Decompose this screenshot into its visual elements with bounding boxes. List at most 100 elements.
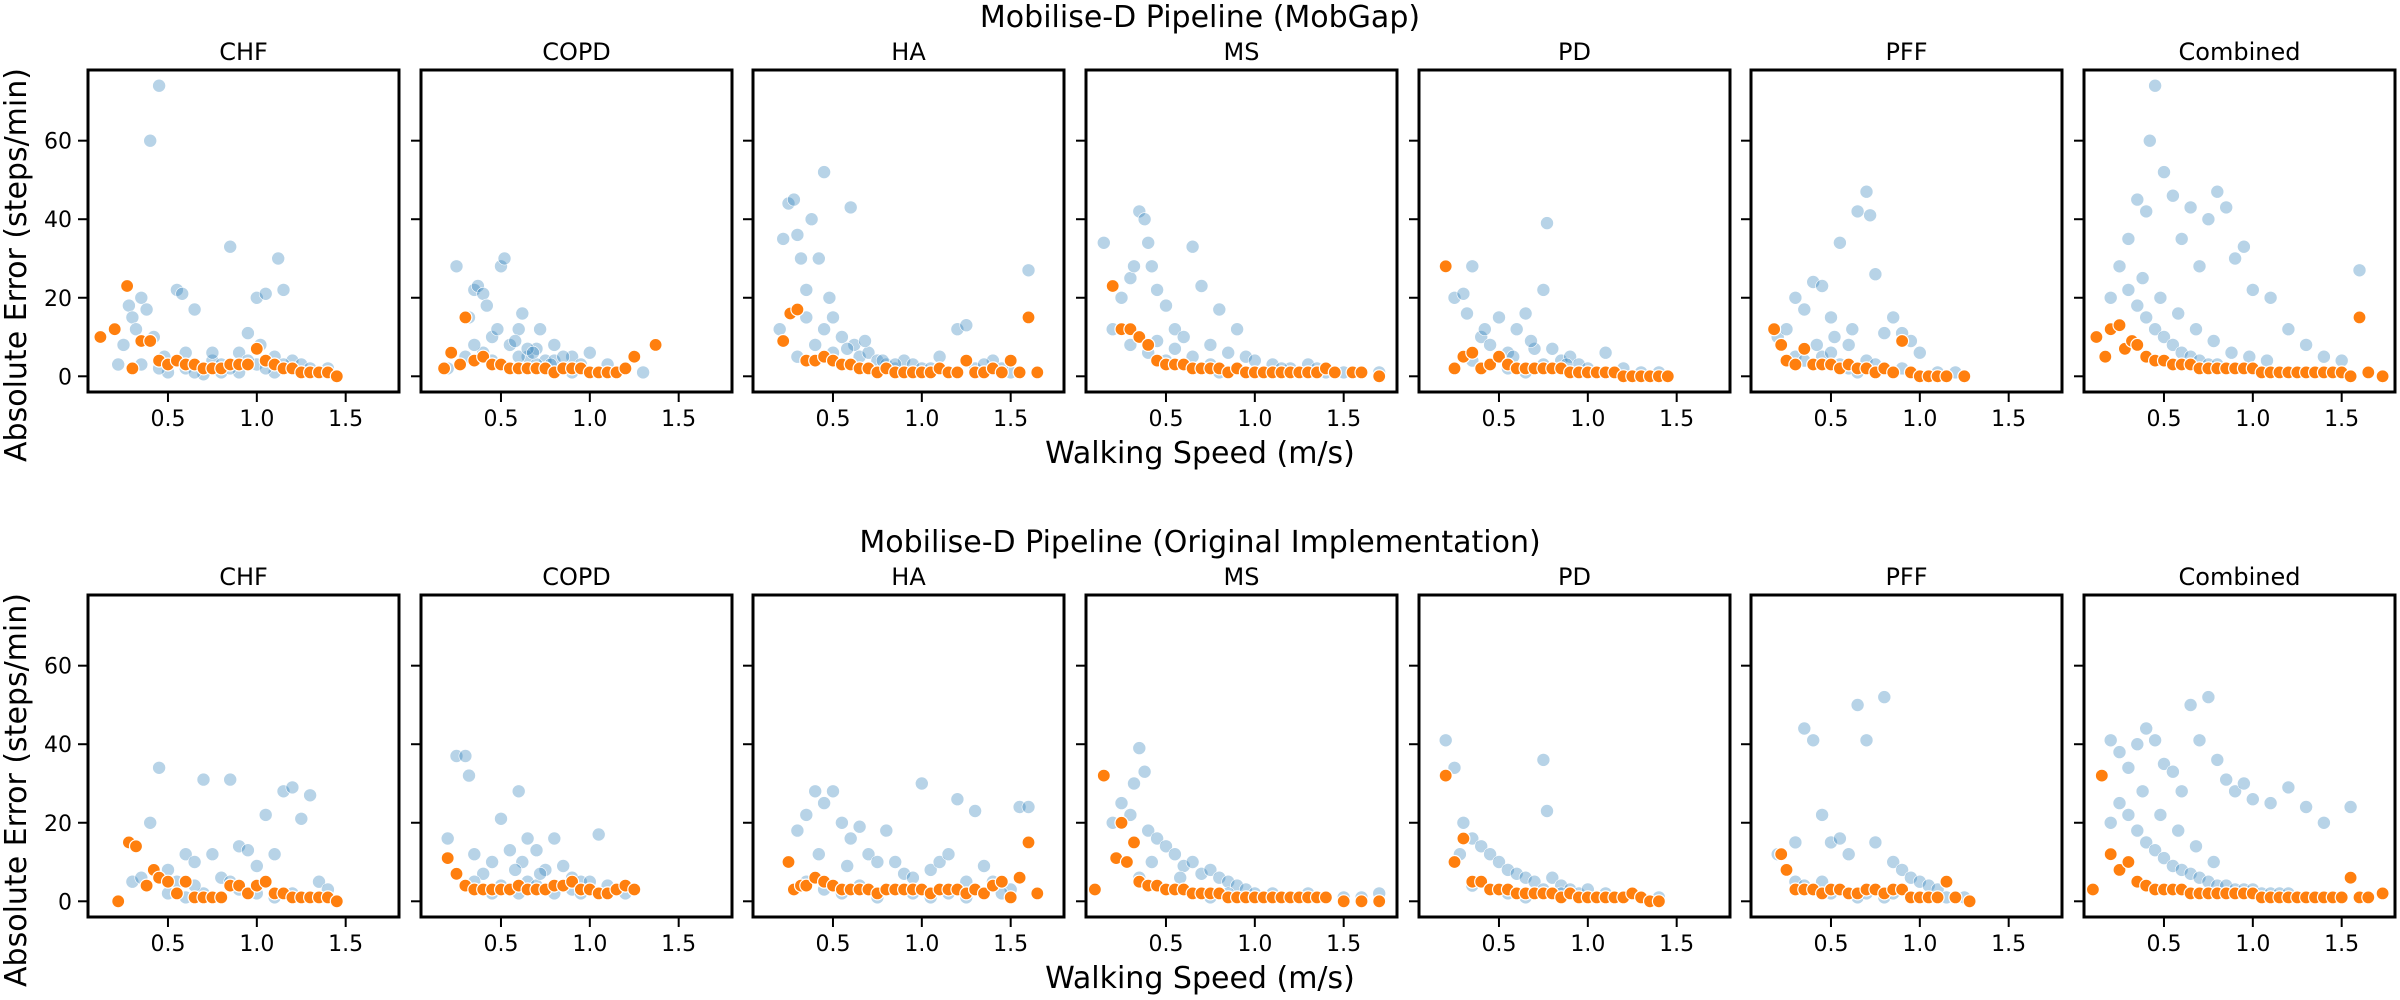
x-tick-label: 1.0 xyxy=(2235,932,2270,957)
scatter-points xyxy=(1097,204,1387,384)
scatter-point xyxy=(1536,753,1551,767)
scatter-point xyxy=(932,349,947,364)
scatter-point xyxy=(1545,341,1560,356)
scatter-point xyxy=(1141,236,1155,250)
scatter-points xyxy=(772,165,1045,380)
scatter-point xyxy=(2103,733,2118,748)
scatter-points xyxy=(2089,78,2390,384)
scatter-point xyxy=(941,847,956,862)
scatter-point xyxy=(1203,338,1218,352)
axes-frame xyxy=(1417,68,1732,394)
median-point xyxy=(1447,361,1462,376)
scatter-point xyxy=(2299,800,2313,814)
scatter-point xyxy=(799,808,814,822)
scatter-point xyxy=(205,847,220,862)
x-tick-label: 0.5 xyxy=(815,407,850,432)
scatter-point xyxy=(977,859,991,873)
median-point xyxy=(2098,349,2113,364)
scatter-point xyxy=(847,338,862,352)
scatter-point xyxy=(1527,341,1542,356)
median-point xyxy=(1114,815,1129,830)
scatter-point xyxy=(2135,271,2150,285)
scatter-point xyxy=(932,855,947,869)
scatter-point xyxy=(258,808,273,822)
median-point xyxy=(1788,357,1803,372)
scatter-point xyxy=(2157,757,2171,771)
median-point xyxy=(444,345,459,360)
scatter-point xyxy=(2237,776,2251,791)
scatter-point xyxy=(467,283,482,297)
scatter-point xyxy=(249,290,264,305)
median-point xyxy=(2121,854,2136,870)
median-point xyxy=(178,874,193,889)
median-point xyxy=(128,839,144,854)
axes-frame xyxy=(1749,593,2064,919)
scatter-point xyxy=(476,286,491,301)
y-tick-label: 0 xyxy=(58,365,72,390)
scatter-point xyxy=(1127,259,1141,274)
median-point xyxy=(232,878,247,893)
y-tick-label: 40 xyxy=(44,733,72,758)
scatter-point xyxy=(2121,232,2136,246)
scatter-point xyxy=(1492,310,1506,325)
scatter-point xyxy=(223,239,237,254)
scatter-point xyxy=(143,815,157,830)
scatter-point xyxy=(2139,835,2153,850)
median-point xyxy=(1894,333,1910,349)
scatter-point xyxy=(1850,204,1865,219)
scatter-point xyxy=(2103,290,2118,305)
scatter-point xyxy=(799,310,814,325)
panel-title: Combined xyxy=(2179,38,2301,66)
scatter-point xyxy=(2148,78,2162,93)
scatter-point xyxy=(485,855,499,869)
x-tick-label: 1.0 xyxy=(1237,932,1272,957)
scatter-point xyxy=(1824,345,1838,360)
scatter-points xyxy=(1438,216,1675,384)
scatter-point xyxy=(214,870,229,885)
scatter-point xyxy=(187,855,202,869)
scatter-point xyxy=(2166,188,2180,203)
x-tick-label: 0.5 xyxy=(1813,407,1848,432)
scatter-point xyxy=(223,772,237,787)
scatter-point xyxy=(1536,283,1551,297)
scatter-point xyxy=(1824,310,1838,325)
scatter-point xyxy=(2174,784,2189,799)
x-tick-label: 1.5 xyxy=(1991,932,2026,957)
scatter-points xyxy=(2085,690,2390,905)
axes-frame xyxy=(751,68,1066,394)
panel-title: HA xyxy=(891,563,926,591)
scatter-point xyxy=(1598,345,1613,360)
scatter-point xyxy=(1194,279,1209,293)
scatter-point xyxy=(2219,772,2233,787)
scatter-points xyxy=(111,760,344,909)
scatter-points xyxy=(93,78,344,384)
median-point xyxy=(994,874,1009,889)
panels-group: CHF 0.5 1.0 1.5 0 20 40 60 COPD 0.5 1.0 1.5 HA 0.5 1.0… xyxy=(44,38,2397,957)
median-point xyxy=(119,278,135,294)
scatter-point xyxy=(175,286,189,301)
scatter-point xyxy=(2143,133,2157,148)
scatter-point xyxy=(556,349,571,364)
median-point xyxy=(1491,349,1507,364)
median-point xyxy=(1012,870,1027,885)
x-tick-label: 0.5 xyxy=(1148,932,1183,957)
scatter-point xyxy=(2139,310,2153,325)
axes-frame xyxy=(751,593,1066,919)
scatter-point xyxy=(2263,796,2278,810)
scatter-point xyxy=(1239,349,1253,364)
scatter-point xyxy=(2174,863,2189,877)
scatter-point xyxy=(1841,847,1856,862)
scatter-point xyxy=(1850,698,1865,712)
scatter-point xyxy=(440,831,455,846)
scatter-point xyxy=(533,322,547,337)
scatter-point xyxy=(2281,780,2296,795)
x-tick-label: 1.5 xyxy=(1326,407,1361,432)
x-tick-label: 0.5 xyxy=(815,932,850,957)
panel-mobgap-combined: Combined 0.5 1.0 1.5 xyxy=(2074,38,2397,432)
scatter-point xyxy=(1176,330,1191,344)
scatter-point xyxy=(1859,733,1874,748)
scatter-point xyxy=(1886,855,1900,869)
scatter-point xyxy=(2317,815,2331,830)
scatter-point xyxy=(1540,216,1554,230)
scatter-point xyxy=(1779,322,1794,337)
